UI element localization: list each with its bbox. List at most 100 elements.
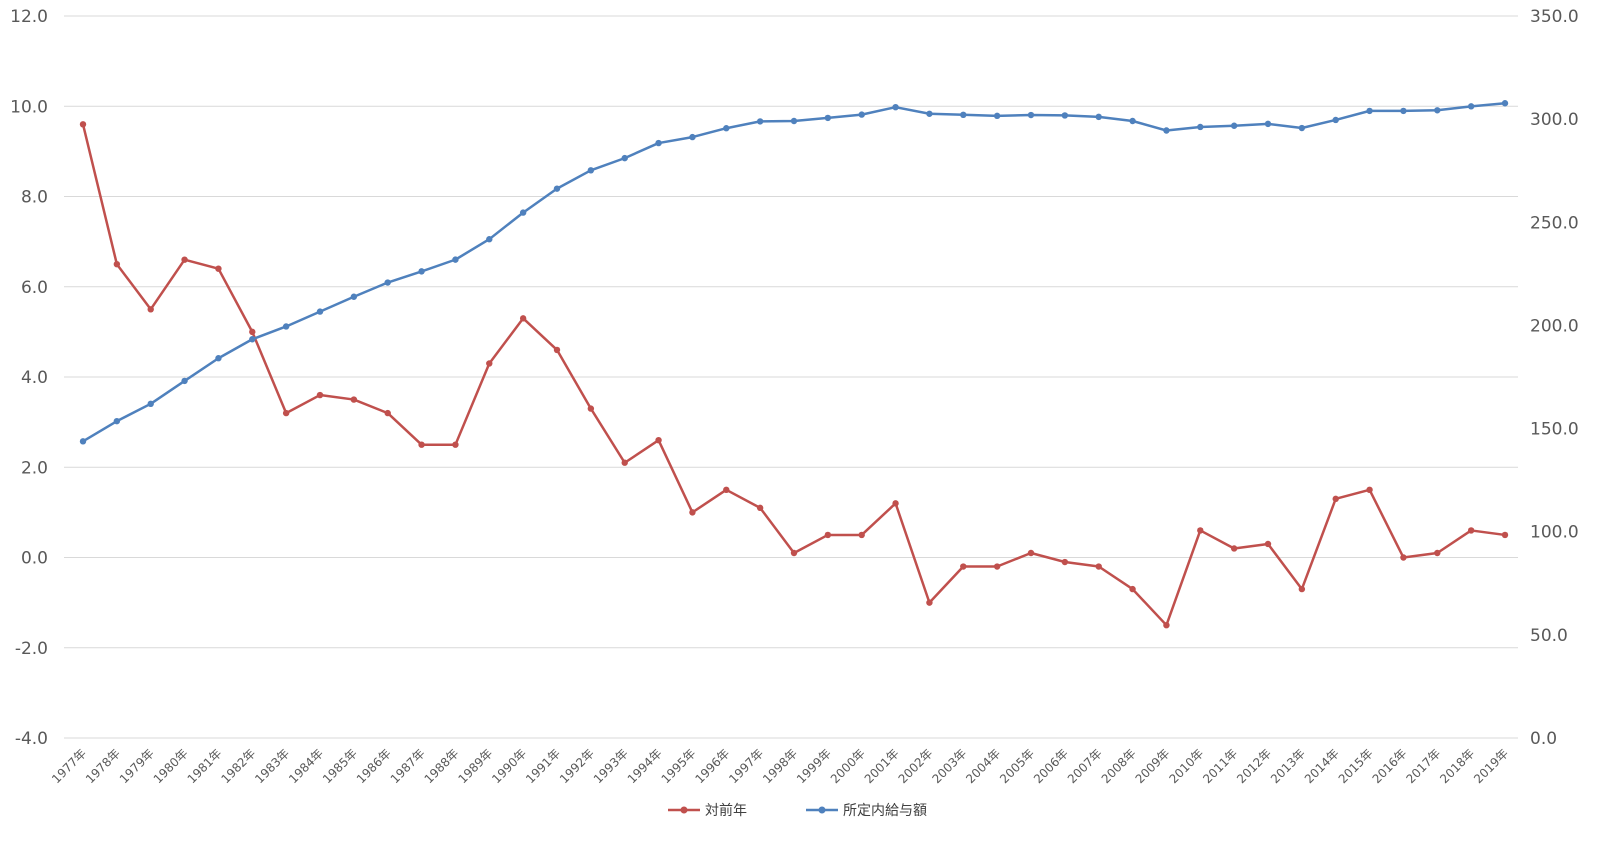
series-1-point xyxy=(350,293,358,300)
right-tick-label: 50.0 xyxy=(1530,626,1568,646)
x-tick-label: 2008年 xyxy=(1099,746,1139,786)
series-1-point xyxy=(960,111,967,119)
series-0-point xyxy=(1501,531,1509,539)
series-1-point xyxy=(1467,103,1475,110)
series-0-point xyxy=(79,121,87,128)
x-tick-label: 2006年 xyxy=(1031,746,1071,786)
series-1-point xyxy=(249,336,256,343)
x-tick-label: 2013年 xyxy=(1268,746,1308,786)
series-1-point xyxy=(892,103,899,111)
series-0-point xyxy=(1230,545,1238,552)
x-tick-label: 1982年 xyxy=(218,746,258,786)
x-tick-label: 1986年 xyxy=(354,746,394,786)
series-0-point xyxy=(452,441,459,448)
series-1-point xyxy=(1027,111,1035,119)
series-0-point xyxy=(1298,585,1306,593)
series-0-point xyxy=(1366,486,1373,494)
series-1-point xyxy=(926,110,933,117)
right-tick-label: 250.0 xyxy=(1530,213,1579,233)
left-tick-label: 6.0 xyxy=(21,278,48,298)
x-tick-label: 1991年 xyxy=(523,746,563,786)
series-1-point xyxy=(486,236,493,243)
series-1-point xyxy=(1366,107,1373,115)
x-tick-label: 2018年 xyxy=(1437,746,1477,786)
series-1-point xyxy=(1197,123,1204,131)
series-1-point xyxy=(790,117,798,125)
series-1-point xyxy=(418,268,425,275)
x-tick-label: 1989年 xyxy=(455,746,495,786)
series-0-point xyxy=(689,509,696,516)
x-tick-label: 1978年 xyxy=(83,746,123,786)
legend-label-1: 所定内給与額 xyxy=(843,803,927,819)
series-1-point xyxy=(282,323,290,330)
series-1-point xyxy=(1298,124,1306,132)
series-1-point xyxy=(1332,116,1339,124)
left-tick-label: 4.0 xyxy=(21,368,48,388)
x-tick-label: 2017年 xyxy=(1403,746,1443,786)
series-1-point xyxy=(1095,113,1102,121)
series-1-point xyxy=(384,279,391,286)
x-tick-label: 2009年 xyxy=(1133,746,1173,786)
series-0-point xyxy=(249,328,256,336)
x-tick-label: 2015年 xyxy=(1336,746,1376,786)
series-0-point xyxy=(926,599,933,606)
x-tick-label: 1994年 xyxy=(625,746,665,786)
series-1-point xyxy=(113,417,121,425)
x-tick-label: 1998年 xyxy=(760,746,800,786)
series-0-point xyxy=(723,486,730,494)
series-0-point xyxy=(1095,563,1102,570)
series-1-point xyxy=(1501,100,1509,107)
series-0-point xyxy=(486,360,493,367)
x-tick-label: 2011年 xyxy=(1200,746,1240,786)
x-tick-label: 1992年 xyxy=(557,746,597,786)
series-0-point xyxy=(621,459,628,466)
series-0-point xyxy=(1163,621,1170,629)
x-tick-label: 1995年 xyxy=(659,746,699,786)
left-tick-label: 0.0 xyxy=(21,549,48,569)
x-tick-label: 2000年 xyxy=(828,746,868,786)
left-y-axis: 12.0 10.0 8.0 6.0 4.0 2.0 0.0 -2.0 -4.0 xyxy=(10,7,48,749)
legend-marker-dot-1 xyxy=(818,806,826,814)
series-0-point xyxy=(1264,540,1272,548)
series-0-point xyxy=(858,531,865,539)
gridlines xyxy=(64,15,1518,739)
series-0-point xyxy=(316,391,324,399)
series-0-point xyxy=(892,500,899,507)
series-1-point xyxy=(756,118,764,125)
series-0-point xyxy=(993,563,1001,570)
legend-label-0: 対前年 xyxy=(705,802,747,819)
series-0-point xyxy=(282,409,290,417)
series-0-point xyxy=(181,256,188,263)
x-tick-label: 1985年 xyxy=(320,746,360,786)
series-0-point xyxy=(824,531,832,539)
x-tick-label: 2003年 xyxy=(929,746,969,786)
series-0-point xyxy=(1027,549,1035,557)
series-0-point xyxy=(350,396,358,403)
series-1-point xyxy=(1163,127,1170,134)
x-tick-label: 2016年 xyxy=(1370,746,1410,786)
series-1-point xyxy=(1230,122,1238,129)
series-0-point xyxy=(587,405,595,412)
x-axis: 1977年1978年1979年1980年1981年1982年1983年1984年… xyxy=(49,746,1511,786)
x-tick-label: 2002年 xyxy=(896,746,936,786)
series-1-point xyxy=(723,125,730,132)
x-tick-label: 2001年 xyxy=(862,746,902,786)
x-tick-label: 1980年 xyxy=(151,746,191,786)
series-1-point xyxy=(147,400,154,408)
right-tick-label: 300.0 xyxy=(1530,110,1579,130)
series-1-point xyxy=(1264,120,1272,128)
x-tick-label: 1997年 xyxy=(726,746,766,786)
series-0-point xyxy=(1129,585,1136,593)
series-1-point xyxy=(587,167,595,174)
right-tick-label: 100.0 xyxy=(1530,523,1579,543)
series-1-point xyxy=(824,114,832,122)
left-tick-label: 12.0 xyxy=(10,7,48,27)
series-0-point xyxy=(1467,527,1475,534)
series-0-point xyxy=(215,265,222,272)
x-tick-label: 1999年 xyxy=(794,746,834,786)
x-tick-label: 1996年 xyxy=(692,746,732,786)
series-line-1 xyxy=(82,102,1506,443)
series-layer xyxy=(79,100,1509,629)
left-tick-label: 8.0 xyxy=(21,188,48,208)
